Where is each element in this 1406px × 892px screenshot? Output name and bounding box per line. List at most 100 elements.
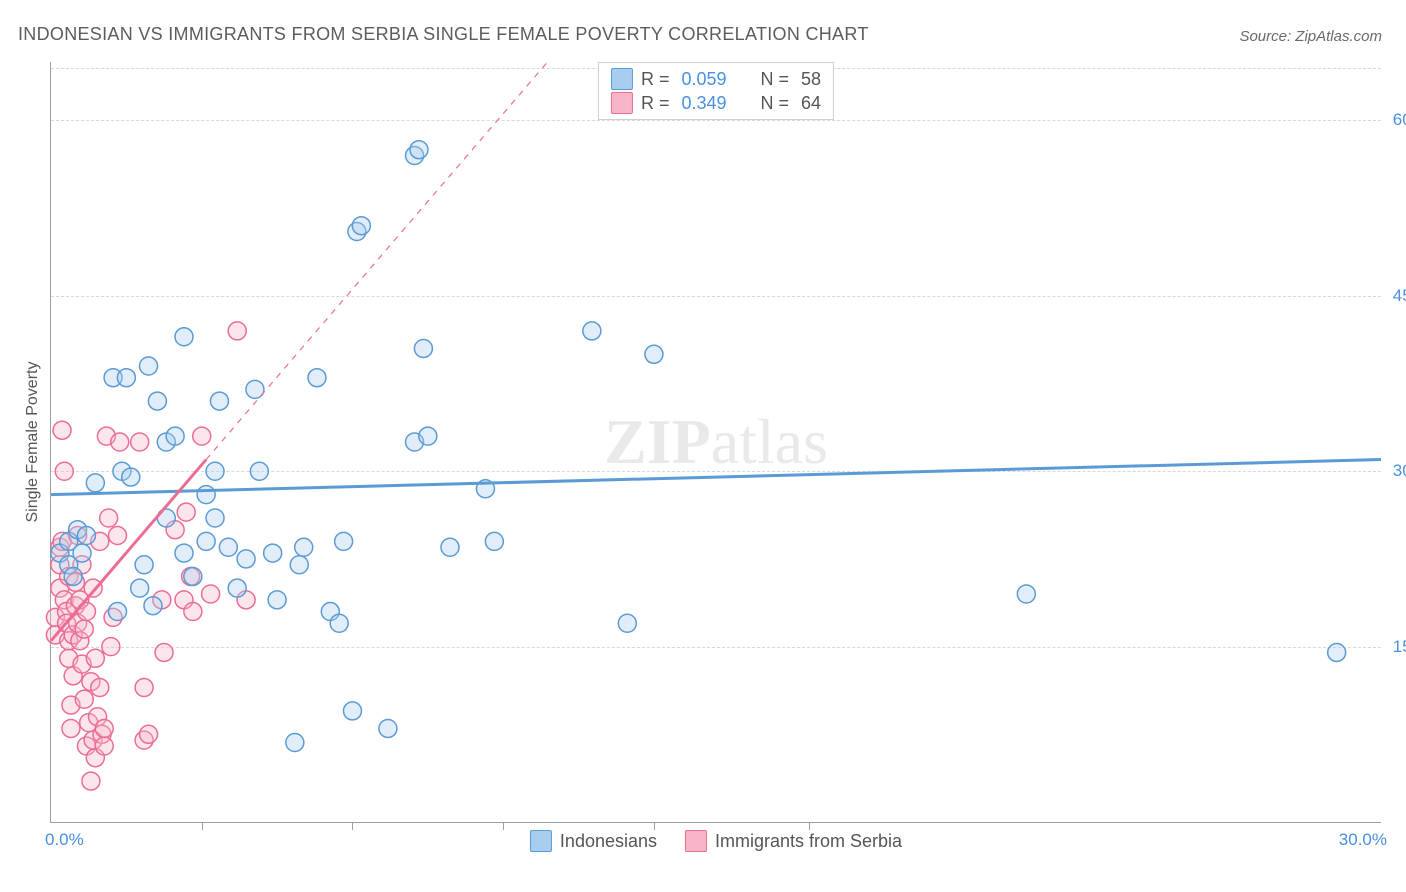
x-axis-origin-label: 0.0% — [45, 830, 84, 850]
scatter-point — [197, 532, 215, 550]
scatter-point — [84, 579, 102, 597]
scatter-point — [228, 579, 246, 597]
scatter-point — [202, 585, 220, 603]
scatter-point — [53, 421, 71, 439]
scatter-point — [1328, 643, 1346, 661]
scatter-point — [352, 217, 370, 235]
scatter-point — [250, 462, 268, 480]
scatter-point — [193, 427, 211, 445]
swatch-series-1 — [530, 830, 552, 852]
scatter-point — [441, 538, 459, 556]
scatter-point — [75, 620, 93, 638]
scatter-point — [86, 474, 104, 492]
scatter-point — [184, 567, 202, 585]
y-tick-label: 45.0% — [1385, 286, 1406, 306]
legend-row-series-2: R = 0.349 N = 64 — [607, 91, 825, 115]
r-label: R = — [641, 93, 670, 114]
scatter-point — [308, 369, 326, 387]
scatter-point — [219, 538, 237, 556]
scatter-point — [140, 725, 158, 743]
scatter-point — [148, 392, 166, 410]
scatter-point — [77, 527, 95, 545]
scatter-point — [410, 141, 428, 159]
scatter-point — [618, 614, 636, 632]
swatch-series-2 — [611, 92, 633, 114]
n-value-series-2: 64 — [801, 93, 821, 114]
scatter-point — [295, 538, 313, 556]
scatter-point — [82, 772, 100, 790]
scatter-point — [140, 357, 158, 375]
scatter-point — [583, 322, 601, 340]
scatter-point — [177, 503, 195, 521]
series-1-name: Indonesians — [560, 831, 657, 852]
scatter-point — [290, 556, 308, 574]
swatch-series-1 — [611, 68, 633, 90]
series-2-name: Immigrants from Serbia — [715, 831, 902, 852]
y-tick-label: 30.0% — [1385, 461, 1406, 481]
scatter-point — [102, 638, 120, 656]
r-value-series-1: 0.059 — [681, 69, 726, 90]
y-tick-label: 60.0% — [1385, 110, 1406, 130]
scatter-point — [100, 509, 118, 527]
scatter-point — [206, 462, 224, 480]
scatter-point — [117, 369, 135, 387]
scatter-point — [175, 544, 193, 562]
scatter-point — [95, 719, 113, 737]
y-tick-label: 15.0% — [1385, 637, 1406, 657]
scatter-point — [131, 433, 149, 451]
x-axis-end-label: 30.0% — [1339, 830, 1387, 850]
scatter-point — [144, 597, 162, 615]
source-attribution: Source: ZipAtlas.com — [1239, 28, 1382, 45]
legend-item-series-1: Indonesians — [530, 830, 657, 852]
r-label: R = — [641, 69, 670, 90]
scatter-point — [166, 427, 184, 445]
scatter-point — [95, 737, 113, 755]
n-label: N = — [761, 69, 790, 90]
plot-area: Single Female Poverty ZIPatlas 15.0%30.0… — [50, 62, 1381, 823]
scatter-point — [184, 603, 202, 621]
series-legend: Indonesians Immigrants from Serbia — [530, 830, 902, 852]
scatter-point — [155, 643, 173, 661]
scatter-point — [62, 719, 80, 737]
scatter-point — [335, 532, 353, 550]
scatter-point — [1017, 585, 1035, 603]
scatter-point — [210, 392, 228, 410]
scatter-point — [91, 679, 109, 697]
scatter-point — [228, 322, 246, 340]
n-label: N = — [761, 93, 790, 114]
swatch-series-2 — [685, 830, 707, 852]
scatter-point — [330, 614, 348, 632]
scatter-point — [379, 719, 397, 737]
scatter-point — [485, 532, 503, 550]
scatter-point — [206, 509, 224, 527]
y-axis-label: Single Female Poverty — [24, 362, 42, 523]
scatter-point — [175, 328, 193, 346]
scatter-point — [197, 486, 215, 504]
chart-container: INDONESIAN VS IMMIGRANTS FROM SERBIA SIN… — [0, 0, 1406, 892]
scatter-point — [109, 603, 127, 621]
scatter-point — [286, 733, 304, 751]
scatter-point — [55, 462, 73, 480]
legend-row-series-1: R = 0.059 N = 58 — [607, 67, 825, 91]
scatter-point — [86, 649, 104, 667]
scatter-svg — [51, 62, 1381, 822]
scatter-point — [109, 527, 127, 545]
scatter-point — [268, 591, 286, 609]
n-value-series-1: 58 — [801, 69, 821, 90]
chart-title: INDONESIAN VS IMMIGRANTS FROM SERBIA SIN… — [18, 24, 869, 45]
scatter-point — [135, 679, 153, 697]
scatter-point — [75, 690, 93, 708]
scatter-point — [111, 433, 129, 451]
scatter-point — [414, 339, 432, 357]
scatter-point — [237, 550, 255, 568]
scatter-point — [122, 468, 140, 486]
scatter-point — [264, 544, 282, 562]
r-value-series-2: 0.349 — [681, 93, 726, 114]
scatter-point — [645, 345, 663, 363]
scatter-point — [131, 579, 149, 597]
scatter-point — [64, 567, 82, 585]
correlation-legend: R = 0.059 N = 58 R = 0.349 N = 64 — [598, 62, 834, 120]
scatter-point — [343, 702, 361, 720]
legend-item-series-2: Immigrants from Serbia — [685, 830, 902, 852]
scatter-point — [419, 427, 437, 445]
